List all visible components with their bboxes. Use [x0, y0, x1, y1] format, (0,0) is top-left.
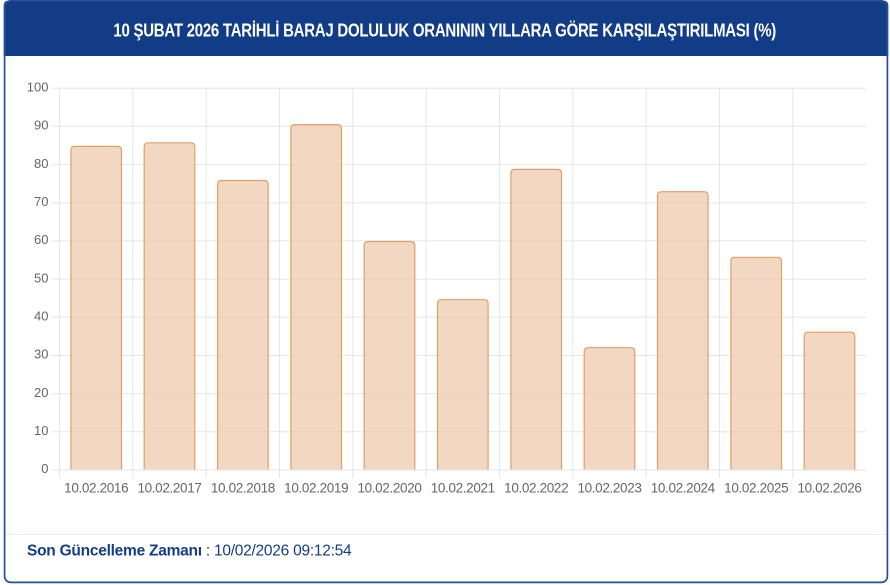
- svg-text:0: 0: [41, 461, 48, 476]
- svg-text:30: 30: [34, 347, 48, 362]
- svg-text:10.02.2017: 10.02.2017: [137, 480, 201, 495]
- svg-text:10.02.2026: 10.02.2026: [797, 480, 861, 495]
- svg-text:Son Güncelleme Zamanı : 10/02/: Son Güncelleme Zamanı : 10/02/2026 09:12…: [27, 542, 352, 559]
- svg-text:10.02.2016: 10.02.2016: [64, 480, 128, 495]
- svg-text:60: 60: [34, 232, 48, 247]
- svg-text:10.02.2018: 10.02.2018: [211, 480, 275, 495]
- svg-text:10.02.2022: 10.02.2022: [504, 480, 568, 495]
- svg-text:50: 50: [34, 270, 48, 285]
- svg-text:80: 80: [34, 156, 48, 171]
- svg-text:10.02.2021: 10.02.2021: [431, 480, 495, 495]
- svg-text:10.02.2024: 10.02.2024: [651, 480, 716, 495]
- svg-text:10: 10: [34, 423, 48, 438]
- svg-text:20: 20: [34, 385, 48, 400]
- svg-text:100: 100: [27, 79, 49, 94]
- svg-text:10.02.2025: 10.02.2025: [724, 480, 788, 495]
- svg-text:70: 70: [34, 194, 48, 209]
- svg-text:90: 90: [34, 118, 48, 133]
- svg-text:10 ŞUBAT 2026 TARİHLİ BARAJ DO: 10 ŞUBAT 2026 TARİHLİ BARAJ DOLULUK ORAN…: [113, 20, 776, 41]
- svg-text:10.02.2019: 10.02.2019: [284, 480, 348, 495]
- svg-text:10.02.2020: 10.02.2020: [357, 480, 421, 495]
- svg-text:10.02.2023: 10.02.2023: [577, 480, 641, 495]
- svg-text:40: 40: [34, 309, 48, 324]
